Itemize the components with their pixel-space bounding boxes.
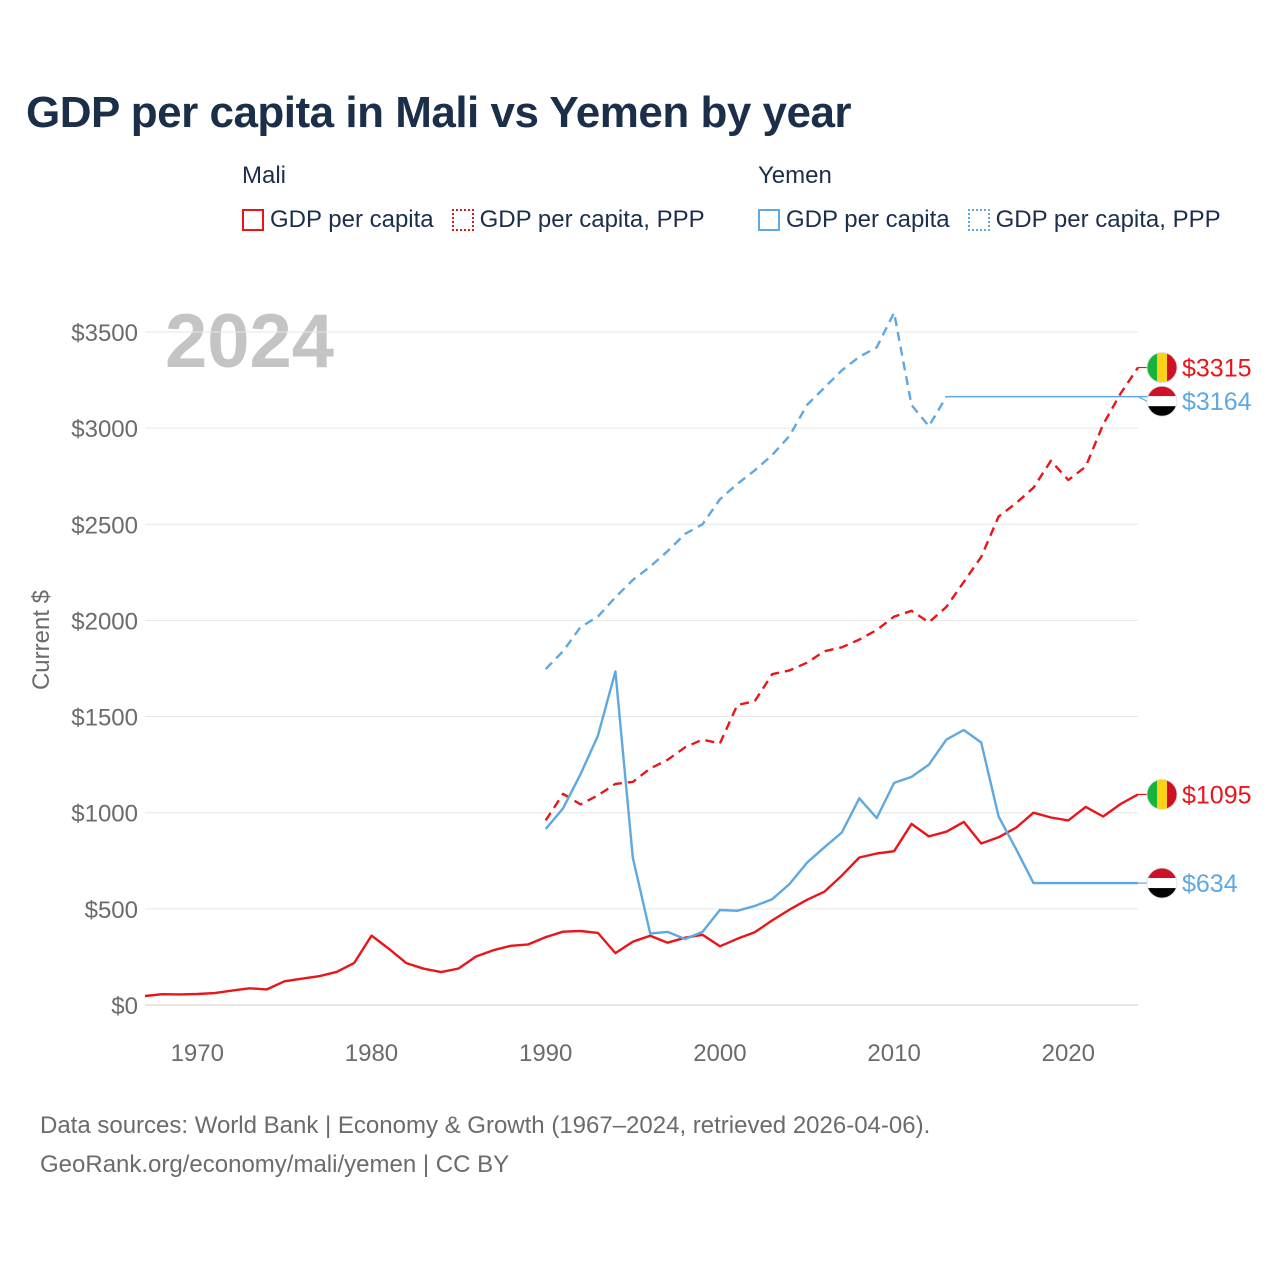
series-line — [544, 366, 1139, 822]
end-value-label: $3164 — [1182, 388, 1252, 416]
legend-item-mali-gdp-ppp[interactable]: GDP per capita, PPP — [451, 206, 705, 234]
legend-swatch-solid-icon — [758, 209, 780, 231]
footer-sources: Data sources: World Bank | Economy & Gro… — [40, 1112, 931, 1139]
legend-item-yemen-gdp-ppp[interactable]: GDP per capita, PPP — [967, 206, 1221, 234]
gridlines — [145, 331, 1138, 1006]
year-watermark: 2024 — [165, 299, 335, 384]
legend-item-yemen-gdp[interactable]: GDP per capita — [758, 206, 950, 234]
legend-swatch-solid-icon — [242, 209, 264, 231]
legend-group-yemen: Yemen GDP per capita GDP per capita, PPP — [758, 162, 1221, 234]
legend-label: GDP per capita, PPP — [479, 206, 705, 233]
x-tick-label: 1970 — [171, 1040, 224, 1067]
mali-flag-icon — [1146, 352, 1178, 383]
legend-label: GDP per capita, PPP — [995, 206, 1221, 233]
legend-country-yemen: Yemen — [758, 162, 832, 189]
y-tick-label: $2500 — [71, 512, 138, 539]
series-line — [544, 311, 948, 670]
x-tick-label: 2010 — [867, 1040, 920, 1067]
y-tick-labels: $0 $500 $1000 $1500 $2000 $2500 $3000 $3500 — [71, 320, 138, 1020]
legend-swatch-dotted-icon — [967, 209, 990, 231]
y-tick-label: $500 — [85, 897, 138, 924]
series-line — [144, 793, 1139, 998]
legend-group-mali: Mali GDP per capita GDP per capita, PPP — [242, 162, 705, 234]
yemen-flag-icon — [1146, 385, 1178, 417]
chart-title: GDP per capita in Mali vs Yemen by year — [26, 88, 852, 137]
series-lines — [144, 311, 1165, 998]
x-tick-label: 1980 — [345, 1040, 398, 1067]
x-tick-label: 1990 — [519, 1040, 572, 1067]
y-tick-label: $1000 — [71, 801, 138, 828]
end-value-label: $634 — [1182, 870, 1238, 898]
y-tick-label: $2000 — [71, 608, 138, 635]
legend-item-mali-gdp[interactable]: GDP per capita — [242, 206, 434, 234]
series-line — [544, 670, 1138, 941]
end-value-label: $3315 — [1182, 355, 1252, 383]
label-connector — [1137, 396, 1148, 402]
x-tick-label: 2020 — [1042, 1040, 1095, 1067]
end-labels: $3315 $3164 $1095 $634 — [1137, 352, 1252, 899]
y-tick-label: $0 — [111, 993, 138, 1020]
footer-attribution[interactable]: GeoRank.org/economy/mali/yemen | CC BY — [40, 1151, 510, 1178]
y-tick-label: $1500 — [71, 705, 138, 732]
yemen-flag-icon — [1146, 867, 1178, 899]
end-value-label: $1095 — [1182, 781, 1252, 809]
legend-swatch-dotted-icon — [451, 209, 474, 231]
x-tick-labels: 1970 1980 1990 2000 2010 2020 — [171, 1040, 1095, 1067]
footer: Data sources: World Bank | Economy & Gro… — [40, 1106, 930, 1184]
x-tick-label: 2000 — [693, 1040, 746, 1067]
y-tick-label: $3000 — [71, 416, 138, 443]
legend-label: GDP per capita — [786, 206, 950, 233]
y-tick-label: $3500 — [71, 320, 138, 347]
legend-label: GDP per capita — [270, 206, 434, 233]
legend-country-mali: Mali — [242, 162, 287, 189]
mali-flag-icon — [1146, 779, 1178, 810]
